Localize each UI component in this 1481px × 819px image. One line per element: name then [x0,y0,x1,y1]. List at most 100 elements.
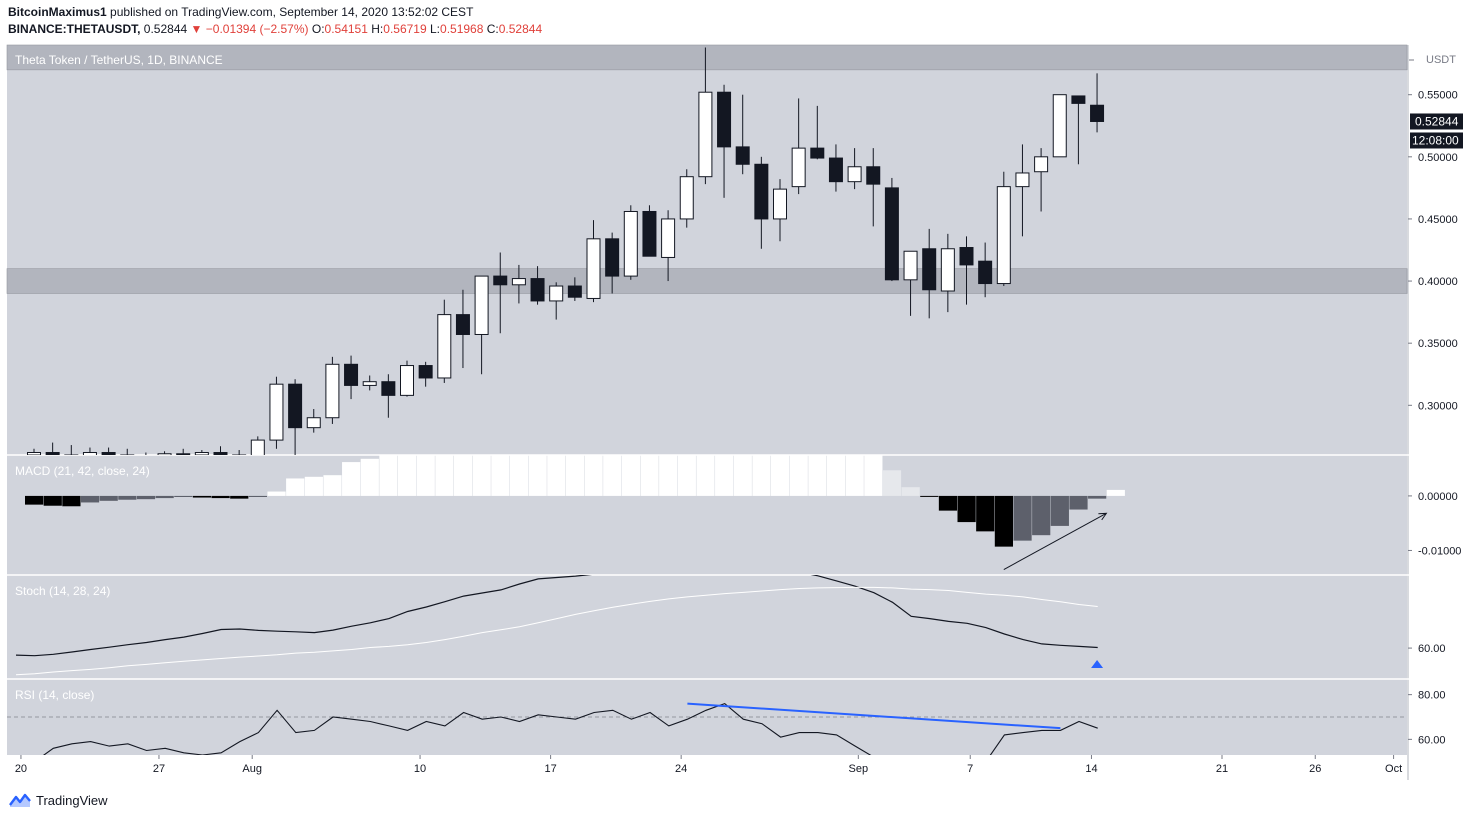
time-axis-label: 7 [967,763,973,775]
candle [735,146,750,165]
open-value: 0.54151 [324,22,368,36]
price-axis-label: 0.50000 [1418,152,1458,164]
macd-bar [603,455,622,496]
macd-bar [901,487,920,496]
macd-bar [211,495,230,499]
macd-bar [826,455,846,496]
candle [1034,156,1049,173]
candle [269,383,284,441]
candle [288,383,303,429]
macd-bar [323,475,342,496]
rsi-title: RSI (14, close) [15,688,94,702]
candle [400,365,414,396]
candle [27,452,41,455]
last-price: 0.52844 [143,22,188,36]
time-axis-label: Aug [242,763,262,775]
macd-bar [882,470,902,496]
macd-bar [715,455,734,496]
support-zone [6,268,1408,294]
candle [362,381,377,386]
macd-bar [621,455,640,496]
candle [45,452,60,455]
candle [306,417,321,429]
macd-bar [733,455,752,496]
macd-bar [80,495,100,503]
price-axis-label: 0.55000 [1418,90,1458,102]
main-pane-title: Theta Token / TetherUS, 1D, BINANCE [15,53,223,67]
trend-arrow-head [1098,512,1108,521]
macd-bar [435,455,454,496]
macd-bar [43,495,62,506]
up-triangle-icon [1091,660,1104,668]
candle [474,275,489,335]
macd-bar [286,478,305,496]
candle [418,365,433,379]
macd-bar [845,455,864,496]
candle [82,452,97,455]
macd-title: MACD (21, 42, close, 24) [15,464,150,478]
time-axis-background [7,755,1407,780]
macd-bar [1032,495,1051,536]
macd-bar [640,455,659,496]
time-axis-label: 14 [1085,763,1097,775]
candle [698,91,713,178]
macd-bar [230,495,249,499]
macd-bar [174,495,193,497]
candle [922,248,937,291]
macd-bar [1088,495,1107,499]
time-axis-label: 24 [675,763,687,775]
macd-bar [248,495,267,497]
low-value: 0.51968 [440,22,484,36]
tradingview-logo-icon [9,793,31,807]
candle [549,285,564,302]
time-axis-label: 17 [544,763,556,775]
footer-brand[interactable]: TradingView [8,792,108,808]
macd-bar [938,495,958,511]
candle [437,314,452,379]
candle [511,278,526,286]
candle [828,157,843,183]
candle [325,363,340,419]
candle [530,278,545,302]
macd-bar [1106,489,1125,496]
macd-bar [509,455,529,496]
time-axis-label: 27 [153,763,165,775]
macd-bar [808,455,827,496]
trend-arrow-line [1003,512,1107,570]
author-name[interactable]: BitcoinMaximus1 [8,5,107,19]
candle [176,453,191,455]
macd-bar [957,495,976,523]
candles-group [27,47,1105,455]
symbol-label[interactable]: BINANCE:THETAUSDT, [8,22,141,36]
high-value: 0.56719 [383,22,427,36]
macd-bar [192,495,212,498]
countdown-badge-label: 12:08:00 [1412,133,1459,147]
countdown-badge [1410,132,1463,149]
stoch-k-line [15,575,1098,657]
stoch-axis-label: 60.00 [1418,643,1446,655]
time-axis-label: 20 [15,763,27,775]
macd-bar [379,455,398,496]
rsi-axis-label: 60.00 [1418,734,1446,746]
candle [959,247,974,266]
macd-bar [976,495,995,532]
rsi-lines-group [43,702,1098,755]
price-axis-label: 0.30000 [1418,400,1458,412]
macd-bar [118,495,137,500]
candle [847,166,862,183]
macd-bar [789,455,808,496]
rsi-divergence-line [687,702,1061,730]
publish-line: BitcoinMaximus1 published on TradingView… [8,5,473,19]
candle [605,238,620,277]
macd-bar [99,495,118,501]
chart-canvas[interactable]: Theta Token / TetherUS, 1D, BINANCE USDT 0… [0,0,1481,790]
candle [213,452,228,455]
candle [754,163,769,220]
macd-bar [155,495,174,499]
candle [717,91,732,148]
resistance-zone [6,44,1408,71]
time-axis-label: 21 [1216,763,1228,775]
down-triangle-icon: ▼ [190,22,203,36]
time-axis-label: 26 [1309,763,1321,775]
macd-bar [920,495,939,497]
